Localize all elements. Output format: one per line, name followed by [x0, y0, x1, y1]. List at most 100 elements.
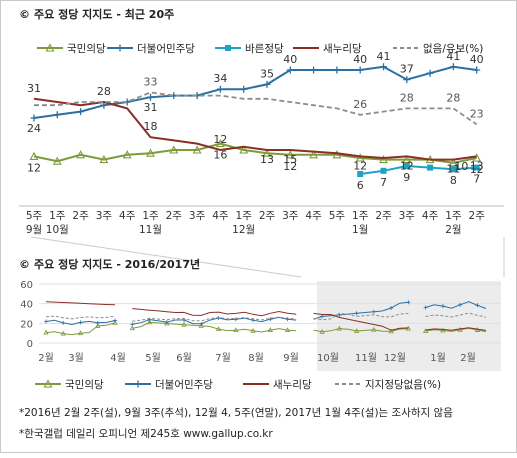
series-point	[30, 114, 38, 122]
series-point	[426, 69, 434, 77]
series-point	[233, 317, 238, 322]
series-point	[353, 328, 360, 333]
x-tick-label: 2주	[166, 210, 183, 222]
series-point	[263, 80, 271, 88]
x-tick-label: 10월	[317, 352, 339, 364]
x-tick-month: 10월	[46, 224, 69, 236]
x-tick-label: 1월	[430, 352, 446, 364]
chart1-symbol: ©	[19, 8, 30, 21]
series-point	[169, 145, 179, 154]
zoom-line	[30, 236, 302, 278]
series-point	[472, 153, 482, 162]
series-line	[33, 97, 477, 161]
x-tick-label: 3주	[399, 210, 416, 222]
x-tick-label: 1주	[236, 210, 253, 222]
legend-label: 새누리당	[273, 379, 312, 391]
series-point	[284, 327, 291, 332]
data-label: 28	[400, 91, 414, 104]
chart1-title: 주요 정당 지지도 - 최근 20주	[34, 7, 174, 21]
series-point	[240, 85, 248, 93]
x-tick-label: 4주	[119, 210, 136, 222]
legend-label: 지지정당없음(%)	[365, 378, 441, 391]
x-tick-month: 11월	[139, 224, 162, 236]
data-label: 37	[400, 63, 414, 76]
series-point	[450, 166, 457, 173]
chart1-legend: 국민의당 더불어민주당 바른정당 새누리당 없음/유보(%)	[37, 42, 483, 55]
data-label: 7	[473, 173, 480, 186]
series-point	[215, 138, 225, 148]
x-tick-label: 2주	[469, 210, 486, 222]
data-label: 15	[283, 153, 297, 166]
series-point	[473, 66, 481, 74]
series-point	[285, 150, 295, 159]
series-point	[357, 171, 364, 177]
series-line	[45, 301, 487, 331]
series-point	[380, 63, 387, 71]
legend-label: 국민의당	[65, 379, 104, 391]
series-point	[215, 326, 222, 332]
highlight-region	[317, 281, 501, 371]
footnote-2: *한국갤럽 데일리 오피니언 제245호 www.gallup.co.kr	[19, 427, 273, 440]
x-tick-label: 4주	[212, 210, 229, 222]
series-line	[33, 142, 477, 164]
x-tick-label: 2월	[460, 352, 476, 364]
chart1-plot: 12 16 12 12 24 31 34 35 40 40 41 37 41 40 6 7 9 8 7 31 28 18 1…	[19, 50, 505, 278]
data-label: 41	[377, 50, 391, 63]
series-point	[268, 317, 273, 322]
legend-marker	[43, 379, 53, 388]
x-tick-label: 1주	[142, 210, 159, 222]
series-point	[181, 321, 187, 327]
series-point	[333, 66, 341, 74]
series-point	[78, 320, 83, 325]
chart2-legend: 국민의당 더불어민주당 새누리당 지지정당없음(%)	[35, 378, 441, 391]
x-tick-month: 12월	[232, 224, 255, 236]
data-label: 24	[27, 122, 41, 135]
y-tick-label: 0	[27, 339, 33, 350]
data-label: 11	[446, 163, 460, 176]
footnote-1: *2016년 2월 2주(설), 9월 3주(추석), 12월 4, 5주(연말…	[19, 406, 453, 419]
x-tick-label: 2주	[375, 210, 392, 222]
series-point	[233, 327, 239, 333]
series-point	[199, 321, 204, 326]
data-label: 28	[97, 85, 111, 98]
series-point	[371, 309, 376, 314]
series-point	[192, 145, 202, 154]
data-label: 16	[213, 149, 227, 162]
data-label: 34	[213, 72, 227, 85]
series-point	[122, 150, 132, 159]
x-tick-month: 1월	[352, 224, 368, 236]
x-tick-label: 7월	[215, 352, 231, 364]
data-label: 40	[470, 53, 484, 66]
x-tick-label: 9월	[283, 352, 299, 364]
series-point	[147, 93, 154, 101]
data-label: 9	[403, 171, 410, 184]
series-point	[29, 151, 39, 160]
data-label: 35	[260, 67, 274, 80]
series-point	[309, 150, 319, 159]
series-point	[43, 329, 49, 335]
x-tick-label: 6월	[176, 352, 192, 364]
y-tick-label: 20	[20, 319, 33, 330]
data-label: 31	[27, 82, 41, 95]
series-point	[164, 320, 170, 326]
series-point	[52, 156, 62, 165]
x-tick-label: 8월	[248, 352, 264, 364]
series-point	[95, 320, 100, 325]
x-tick-label: 11월	[355, 352, 377, 364]
data-label: 28	[446, 91, 460, 104]
series-point	[239, 145, 249, 154]
data-label: 10	[454, 160, 468, 173]
series-point	[319, 329, 325, 334]
series-point	[380, 167, 387, 174]
x-tick-month: 9월	[26, 224, 42, 236]
x-tick-label: 4주	[422, 210, 439, 222]
series-point	[112, 320, 118, 325]
series-line	[45, 321, 487, 336]
chart2-symbol: ©	[19, 258, 30, 271]
x-tick-label: 1주	[445, 210, 462, 222]
legend-marker	[116, 44, 124, 52]
x-tick-label: 2주	[72, 210, 89, 222]
data-label: 8	[450, 174, 457, 187]
legend-label: 바른정당	[245, 43, 284, 55]
